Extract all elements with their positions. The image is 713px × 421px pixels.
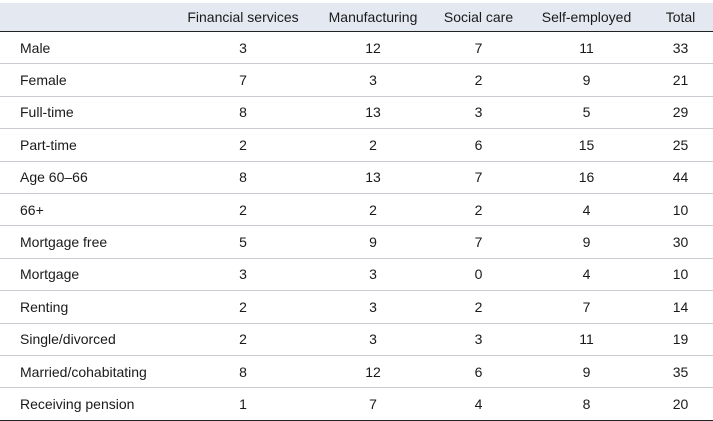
cell-manufacturing: 2 — [314, 128, 432, 162]
cell-total: 14 — [648, 290, 713, 324]
cell-total: 29 — [648, 96, 713, 130]
cell-social-care: 6 — [432, 128, 525, 162]
cell-total: 35 — [648, 355, 713, 389]
table-header: Financial services Manufacturing Social … — [0, 3, 713, 32]
row-label: 66+ — [0, 193, 172, 227]
cell-self-employed: 5 — [525, 96, 648, 130]
cell-self-employed: 16 — [525, 161, 648, 194]
cell-self-employed: 15 — [525, 128, 648, 162]
table-row: Married/cohabitating 8 12 6 9 35 — [0, 355, 713, 389]
column-header-total: Total — [648, 3, 713, 32]
cell-financial-services: 2 — [172, 290, 314, 324]
cell-manufacturing: 3 — [314, 63, 432, 97]
cell-manufacturing: 12 — [314, 355, 432, 389]
cell-manufacturing: 3 — [314, 290, 432, 324]
table-row: Mortgage free 5 9 7 9 30 — [0, 225, 713, 259]
cell-total: 20 — [648, 387, 713, 421]
table-row: Renting 2 3 2 7 14 — [0, 290, 713, 324]
table-row: Single/divorced 2 3 3 11 19 — [0, 323, 713, 356]
cell-financial-services: 8 — [172, 161, 314, 194]
cell-manufacturing: 9 — [314, 225, 432, 259]
table-body: Male 3 12 7 11 33 Female 7 3 2 9 21 Full-time 8 13 3 5 29… — [0, 31, 713, 421]
header-row: Financial services Manufacturing Social … — [0, 3, 713, 32]
cell-manufacturing: 3 — [314, 258, 432, 292]
row-label: Mortgage — [0, 258, 172, 292]
cell-self-employed: 4 — [525, 258, 648, 292]
row-label: Age 60–66 — [0, 161, 172, 194]
cell-social-care: 0 — [432, 258, 525, 292]
cell-financial-services: 2 — [172, 193, 314, 227]
cell-social-care: 7 — [432, 31, 525, 65]
row-label: Female — [0, 63, 172, 97]
table-row: Mortgage 3 3 0 4 10 — [0, 258, 713, 292]
cell-total: 10 — [648, 193, 713, 227]
cell-self-employed: 8 — [525, 387, 648, 421]
cell-social-care: 4 — [432, 387, 525, 421]
row-label: Full-time — [0, 96, 172, 130]
table-row: Part-time 2 2 6 15 25 — [0, 128, 713, 162]
cell-financial-services: 2 — [172, 323, 314, 356]
column-header-label — [0, 3, 172, 32]
cell-social-care: 6 — [432, 355, 525, 389]
cell-total: 19 — [648, 323, 713, 356]
cell-financial-services: 3 — [172, 258, 314, 292]
cell-social-care: 7 — [432, 161, 525, 194]
cell-total: 33 — [648, 31, 713, 65]
row-label: Part-time — [0, 128, 172, 162]
row-label: Renting — [0, 290, 172, 324]
cell-manufacturing: 7 — [314, 387, 432, 421]
cell-financial-services: 3 — [172, 31, 314, 65]
cell-manufacturing: 13 — [314, 161, 432, 194]
table-row: Receiving pension 1 7 4 8 20 — [0, 387, 713, 421]
cell-manufacturing: 3 — [314, 323, 432, 356]
table-row: Full-time 8 13 3 5 29 — [0, 96, 713, 130]
cell-financial-services: 7 — [172, 63, 314, 97]
cell-total: 30 — [648, 225, 713, 259]
column-header-social-care: Social care — [432, 3, 525, 32]
cell-self-employed: 9 — [525, 225, 648, 259]
cell-social-care: 2 — [432, 63, 525, 97]
cell-self-employed: 9 — [525, 63, 648, 97]
cell-self-employed: 7 — [525, 290, 648, 324]
cell-total: 21 — [648, 63, 713, 97]
table-row: Age 60–66 8 13 7 16 44 — [0, 161, 713, 194]
cell-total: 10 — [648, 258, 713, 292]
cell-social-care: 3 — [432, 323, 525, 356]
cell-financial-services: 1 — [172, 387, 314, 421]
cell-financial-services: 5 — [172, 225, 314, 259]
cell-financial-services: 8 — [172, 355, 314, 389]
cell-manufacturing: 12 — [314, 31, 432, 65]
table-row: Male 3 12 7 11 33 — [0, 31, 713, 65]
cell-social-care: 7 — [432, 225, 525, 259]
column-header-manufacturing: Manufacturing — [314, 3, 432, 32]
cell-social-care: 2 — [432, 193, 525, 227]
table-row: 66+ 2 2 2 4 10 — [0, 193, 713, 227]
cell-self-employed: 11 — [525, 323, 648, 356]
cell-manufacturing: 2 — [314, 193, 432, 227]
cell-total: 25 — [648, 128, 713, 162]
column-header-financial-services: Financial services — [172, 3, 314, 32]
cell-financial-services: 2 — [172, 128, 314, 162]
cell-social-care: 2 — [432, 290, 525, 324]
cell-total: 44 — [648, 161, 713, 194]
cell-financial-services: 8 — [172, 96, 314, 130]
row-label: Married/cohabitating — [0, 355, 172, 389]
table-row: Female 7 3 2 9 21 — [0, 63, 713, 97]
row-label: Mortgage free — [0, 225, 172, 259]
row-label: Male — [0, 31, 172, 65]
column-header-self-employed: Self-employed — [525, 3, 648, 32]
cell-self-employed: 4 — [525, 193, 648, 227]
cell-self-employed: 9 — [525, 355, 648, 389]
row-label: Single/divorced — [0, 323, 172, 356]
cell-self-employed: 11 — [525, 31, 648, 65]
cell-manufacturing: 13 — [314, 96, 432, 130]
cell-social-care: 3 — [432, 96, 525, 130]
row-label: Receiving pension — [0, 387, 172, 421]
data-table: Financial services Manufacturing Social … — [0, 3, 713, 421]
